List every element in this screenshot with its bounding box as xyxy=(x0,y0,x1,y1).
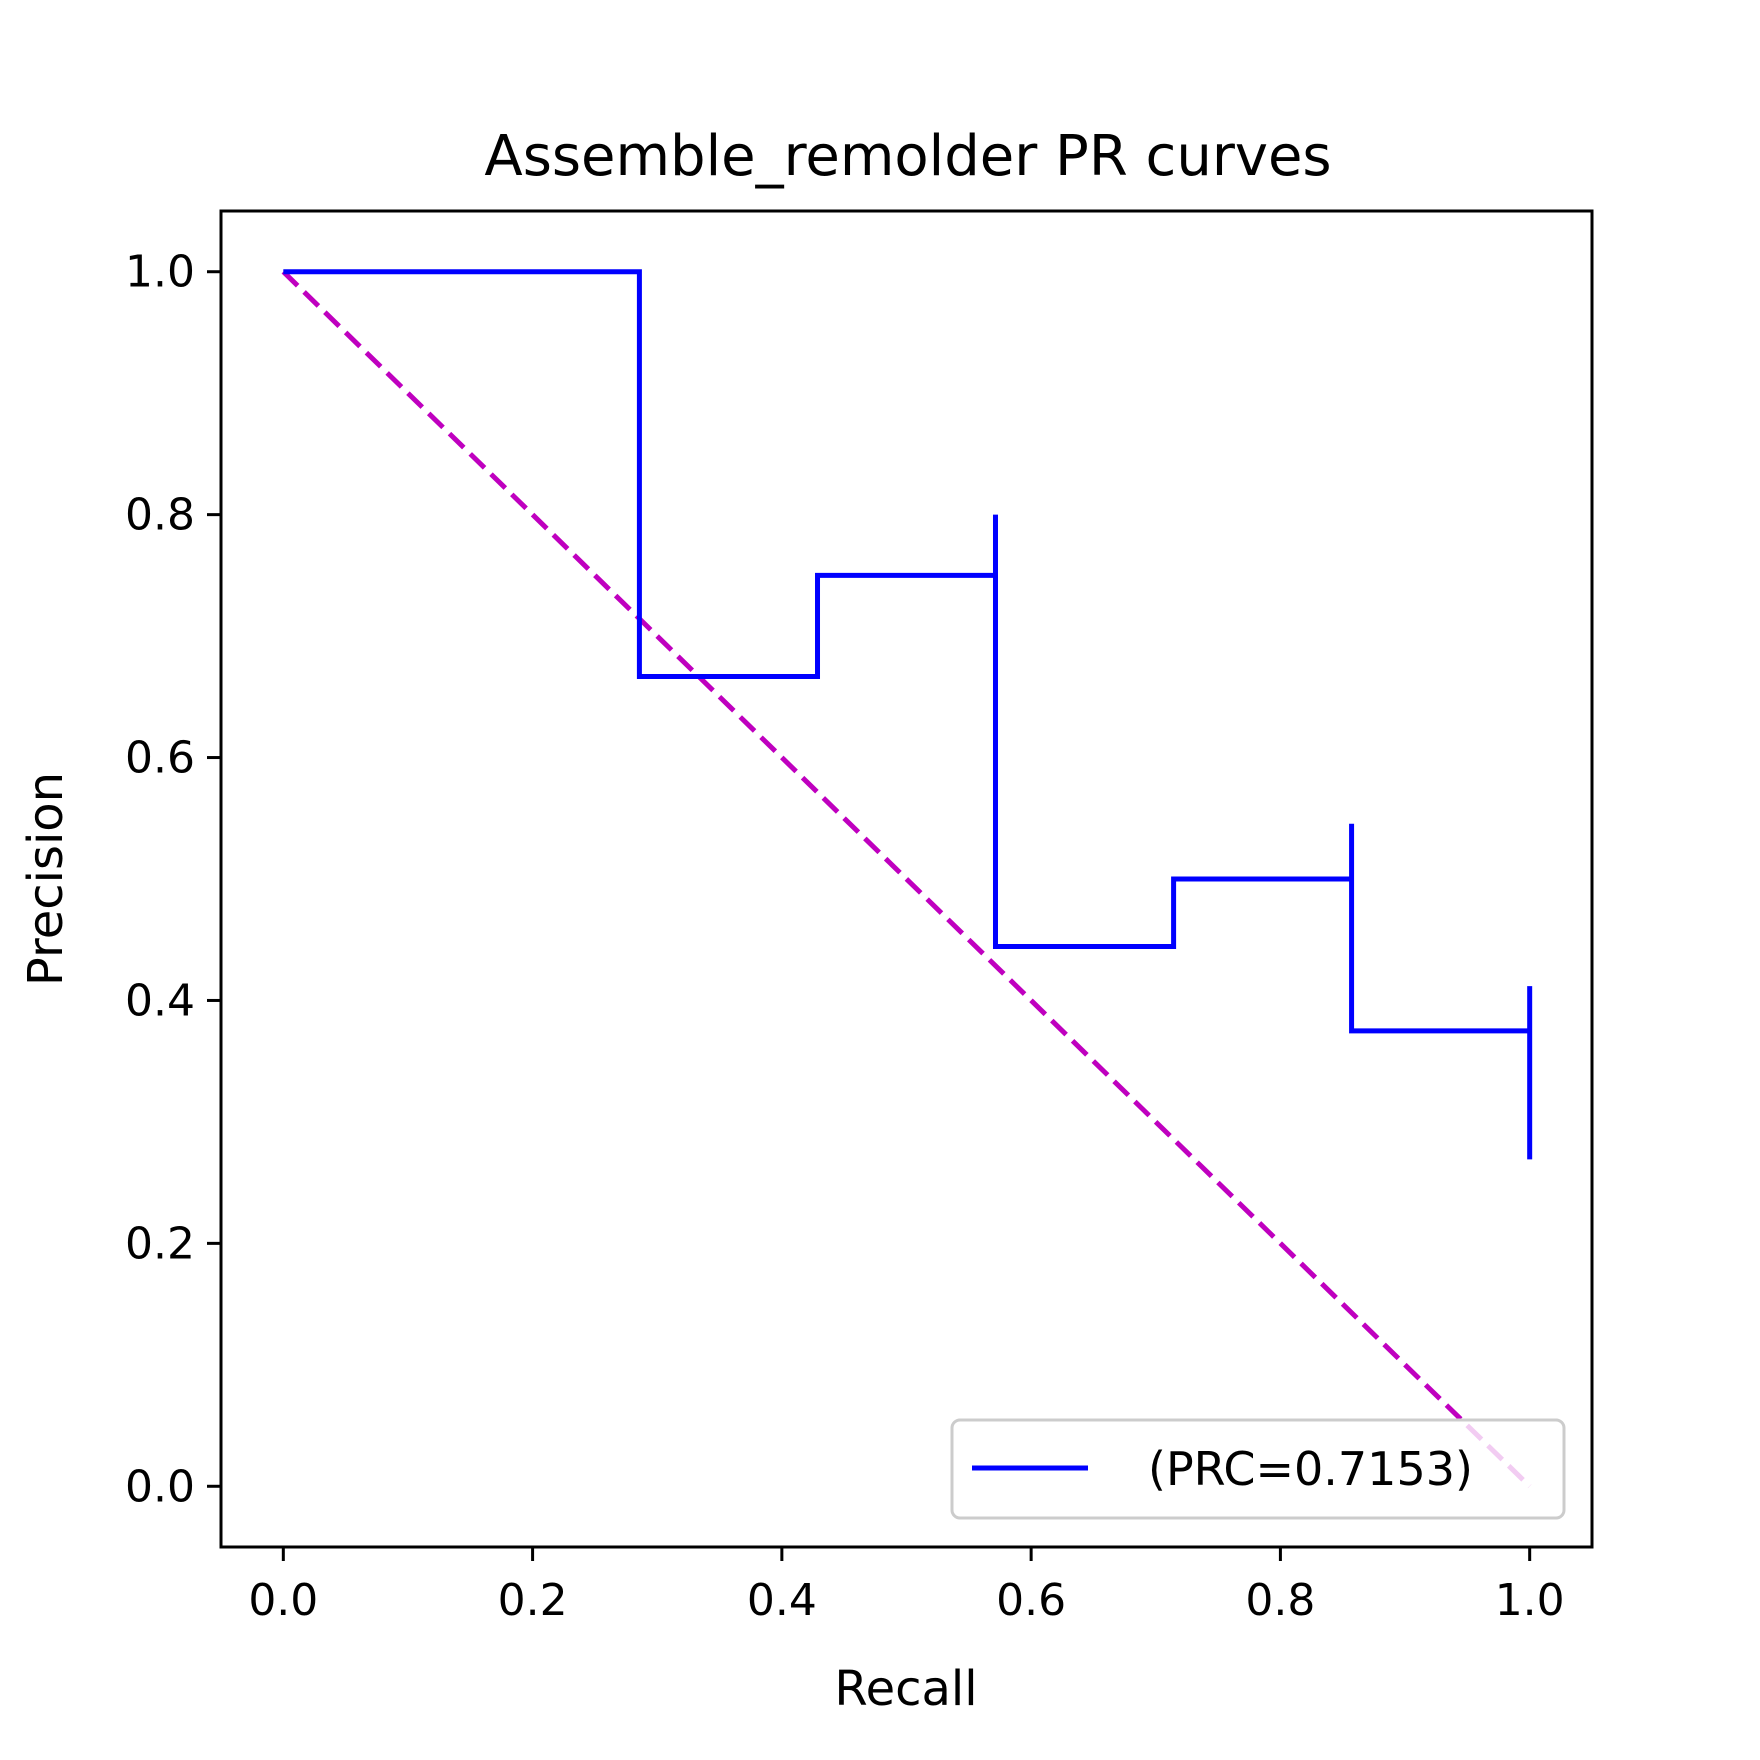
x-tick-label: 0.6 xyxy=(996,1575,1066,1626)
plot-area xyxy=(281,269,1533,1489)
baseline-dashed-line xyxy=(281,269,1532,1489)
pr-curve-line xyxy=(283,269,1533,1160)
y-tick-label: 0.2 xyxy=(125,1218,195,1269)
x-axis-ticks: 0.0 0.2 0.4 0.6 0.8 1.0 xyxy=(248,1547,1565,1626)
x-tick-label: 0.8 xyxy=(1245,1575,1315,1626)
x-tick-label: 0.2 xyxy=(498,1575,568,1626)
y-axis-ticks: 0.0 0.2 0.4 0.6 0.8 1.0 xyxy=(125,247,221,1512)
axes-frame xyxy=(219,209,1594,1549)
y-axis-label: Precision xyxy=(18,772,74,986)
y-tick-label: 0.0 xyxy=(125,1461,195,1512)
y-tick-label: 0.6 xyxy=(125,733,195,784)
x-tick-label: 0.0 xyxy=(248,1575,318,1626)
legend-box xyxy=(950,1418,1566,1520)
x-tick-label: 1.0 xyxy=(1495,1575,1565,1626)
legend-label-prc: (PRC=0.7153) xyxy=(1148,1442,1473,1496)
x-axis-label: Recall xyxy=(834,1661,977,1717)
y-tick-label: 0.4 xyxy=(125,975,195,1026)
chart-title: Assemble_remolder PR curves xyxy=(484,124,1331,189)
legend: (PRC=0.7153) xyxy=(950,1418,1566,1520)
y-tick-label: 0.8 xyxy=(125,490,195,541)
y-tick-label: 1.0 xyxy=(125,247,195,298)
x-tick-label: 0.4 xyxy=(747,1575,817,1626)
